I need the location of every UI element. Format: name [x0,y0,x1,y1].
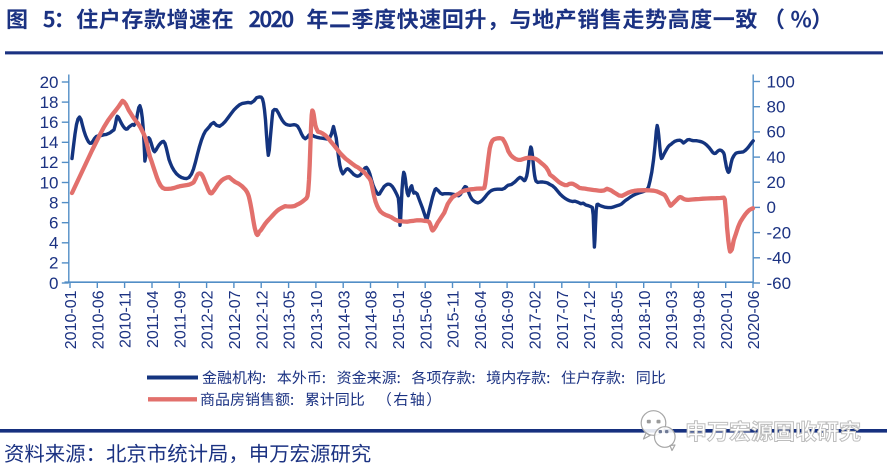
svg-text:0: 0 [49,274,58,293]
svg-text:6: 6 [49,214,58,233]
svg-text:2011-09: 2011-09 [172,290,189,348]
svg-text:4: 4 [49,234,58,253]
svg-text:-20: -20 [767,223,792,242]
svg-text:2017-12: 2017-12 [582,290,599,349]
svg-text:2014-08: 2014-08 [364,290,381,349]
svg-text:2019-08: 2019-08 [692,290,709,349]
svg-text:12: 12 [40,153,59,172]
svg-text:-60: -60 [767,274,792,293]
svg-text:18: 18 [40,93,59,112]
svg-text:2010-11: 2010-11 [118,290,135,348]
svg-text:2015-11: 2015-11 [446,290,463,348]
svg-text:16: 16 [40,113,59,132]
svg-text:2010-06: 2010-06 [90,290,107,349]
svg-text:2011-04: 2011-04 [145,290,162,348]
svg-text:20: 20 [40,73,59,92]
svg-text:100: 100 [767,72,795,91]
svg-text:8: 8 [49,193,58,212]
svg-text:60: 60 [767,123,786,142]
svg-text:2015-06: 2015-06 [418,290,435,349]
svg-text:2013-10: 2013-10 [309,290,326,349]
svg-text:2: 2 [49,254,58,273]
svg-text:2017-07: 2017-07 [555,290,572,349]
svg-text:2010-01: 2010-01 [63,290,80,349]
svg-text:2014-03: 2014-03 [336,290,353,349]
svg-text:2013-05: 2013-05 [282,290,299,349]
svg-text:2016-09: 2016-09 [500,290,517,349]
svg-text:20: 20 [767,173,786,192]
svg-text:2018-05: 2018-05 [610,290,627,349]
svg-text:2020-01: 2020-01 [719,290,736,349]
svg-text:2017-02: 2017-02 [528,290,545,349]
svg-text:2019-03: 2019-03 [664,290,681,349]
svg-text:2015-01: 2015-01 [391,290,408,349]
svg-text:2018-10: 2018-10 [637,290,654,349]
svg-text:2012-02: 2012-02 [200,290,217,349]
svg-text:14: 14 [40,133,59,152]
svg-text:-40: -40 [767,249,792,268]
svg-text:10: 10 [40,173,59,192]
svg-text:40: 40 [767,148,786,167]
svg-text:2012-12: 2012-12 [254,290,271,349]
svg-text:0: 0 [767,198,776,217]
svg-text:2020-06: 2020-06 [746,290,763,349]
svg-text:80: 80 [767,98,786,117]
svg-text:2012-07: 2012-07 [227,290,244,349]
svg-text:2016-04: 2016-04 [473,290,490,349]
